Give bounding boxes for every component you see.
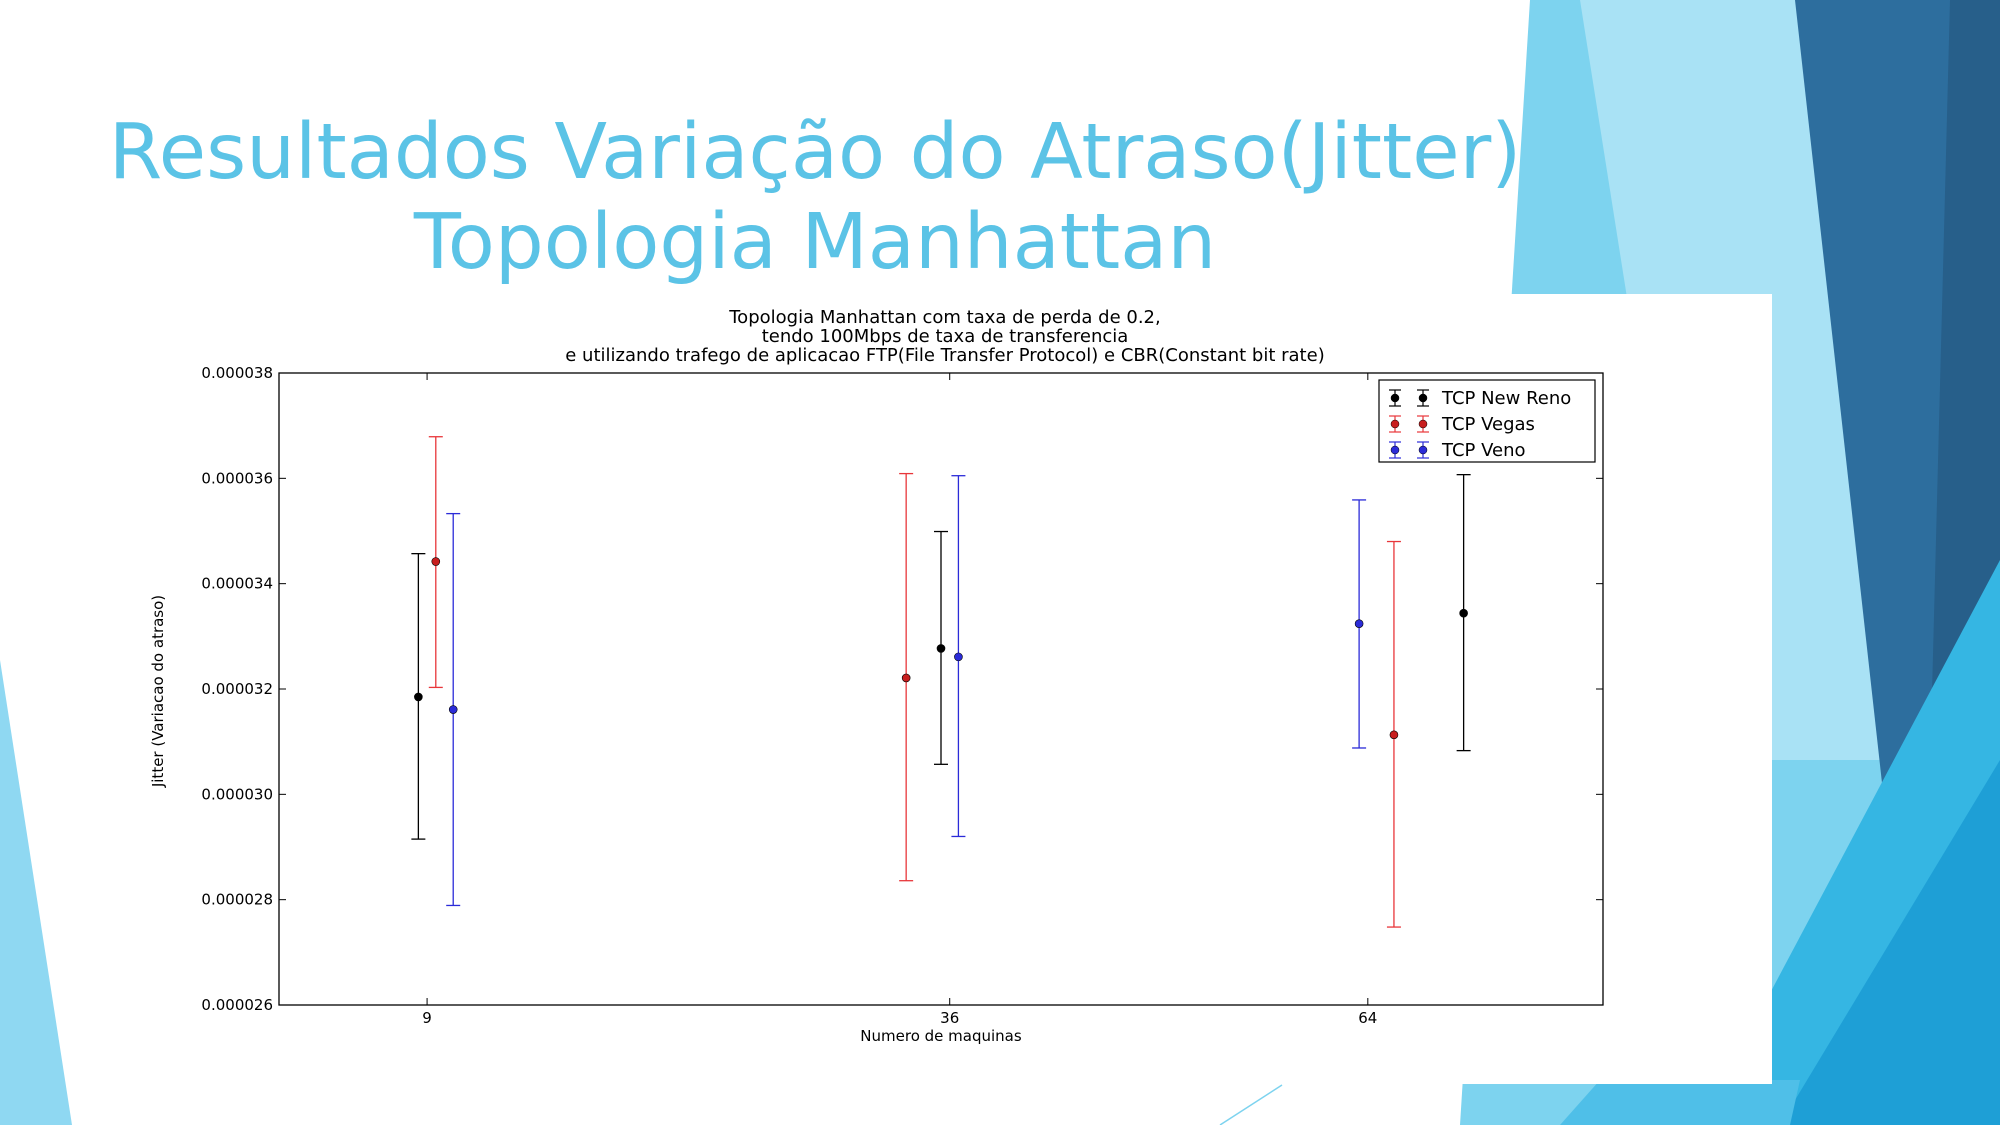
data-point xyxy=(936,644,946,653)
bg-right-facet-deep xyxy=(1930,0,2000,770)
x-tick-label: 64 xyxy=(1358,1009,1377,1027)
bg-thin-line xyxy=(1219,1084,1283,1125)
y-tick-label: 0.000028 xyxy=(201,891,273,909)
errorbar-chart: Topologia Manhattan com taxa de perda de… xyxy=(149,307,1604,1045)
legend-label: TCP New Reno xyxy=(1441,388,1571,409)
x-axis-label: Numero de maquinas xyxy=(860,1027,1022,1045)
bg-bottom-facet xyxy=(1560,1080,1800,1125)
data-point xyxy=(1389,730,1399,740)
chart-title-line3: e utilizando trafego de aplicacao FTP(Fi… xyxy=(565,345,1324,366)
slide-title-line1: Resultados Variação do Atraso(Jitter) xyxy=(108,108,1522,197)
chart-panel: Topologia Manhattan com taxa de perda de… xyxy=(140,294,1772,1084)
data-point xyxy=(414,692,423,702)
x-tick-label: 36 xyxy=(940,1009,959,1027)
data-point xyxy=(1459,608,1468,618)
x-tick-label: 9 xyxy=(422,1009,432,1027)
plot-layer: 0.000026 0.000028 0.000030 0.000032 0.000034… xyxy=(201,364,1604,1027)
bg-left-facet xyxy=(0,660,72,1125)
y-tick-label: 0.000030 xyxy=(201,785,273,803)
data-point xyxy=(954,652,963,662)
legend-marker-dot xyxy=(1418,419,1428,429)
data-point xyxy=(448,705,458,714)
legend-marker-dot xyxy=(1418,445,1428,455)
legend-box xyxy=(1378,379,1596,463)
y-tick-label: 0.000038 xyxy=(201,364,273,382)
y-tick-label: 0.000026 xyxy=(201,996,273,1014)
data-point xyxy=(431,557,441,566)
legend-label: TCP Veno xyxy=(1441,440,1526,461)
y-tick-label: 0.000036 xyxy=(201,469,273,487)
data-point xyxy=(1354,619,1364,628)
legend-label: TCP Vegas xyxy=(1441,414,1535,435)
slide-title: Resultados Variação do Atraso(Jitter) To… xyxy=(100,108,1530,288)
slide-title-line2: Topologia Manhattan xyxy=(413,198,1217,287)
bg-right-facet-bright xyxy=(1780,760,2000,1125)
legend-marker-dot xyxy=(1390,419,1400,429)
legend-marker-dot xyxy=(1390,393,1400,403)
y-axis-label: Jitter (Variacao do atraso) xyxy=(149,595,167,788)
legend-marker-dot xyxy=(1390,445,1400,455)
data-point xyxy=(901,673,911,683)
y-tick-label: 0.000034 xyxy=(201,575,273,593)
y-tick-label: 0.000032 xyxy=(201,680,273,698)
legend-marker-dot xyxy=(1418,393,1428,403)
chart-title-line2: tendo 100Mbps de taxa de transferencia xyxy=(762,326,1129,347)
chart-title-line1: Topologia Manhattan com taxa de perda de… xyxy=(728,307,1160,328)
